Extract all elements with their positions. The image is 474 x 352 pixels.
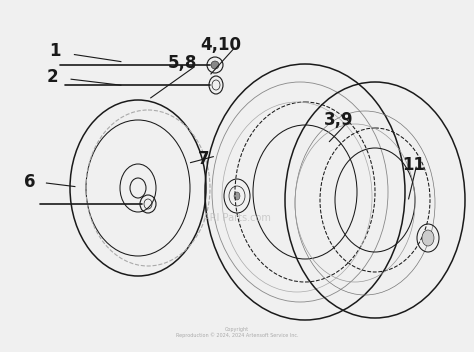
Text: 5,8: 5,8 <box>168 54 197 72</box>
Text: 6: 6 <box>24 173 36 191</box>
Ellipse shape <box>234 192 240 200</box>
Ellipse shape <box>211 61 219 69</box>
Text: 4,10: 4,10 <box>200 36 241 54</box>
Text: 1: 1 <box>49 42 60 60</box>
Text: 7: 7 <box>198 150 210 168</box>
Text: 3,9: 3,9 <box>324 111 354 130</box>
Ellipse shape <box>422 230 434 246</box>
Text: 11: 11 <box>402 156 425 174</box>
Text: ARI Parts.com: ARI Parts.com <box>203 213 271 223</box>
Text: Copyright
Reproduction © 2024, 2024 Artensoft Service Inc.: Copyright Reproduction © 2024, 2024 Arte… <box>176 327 298 338</box>
Text: 2: 2 <box>46 68 58 86</box>
